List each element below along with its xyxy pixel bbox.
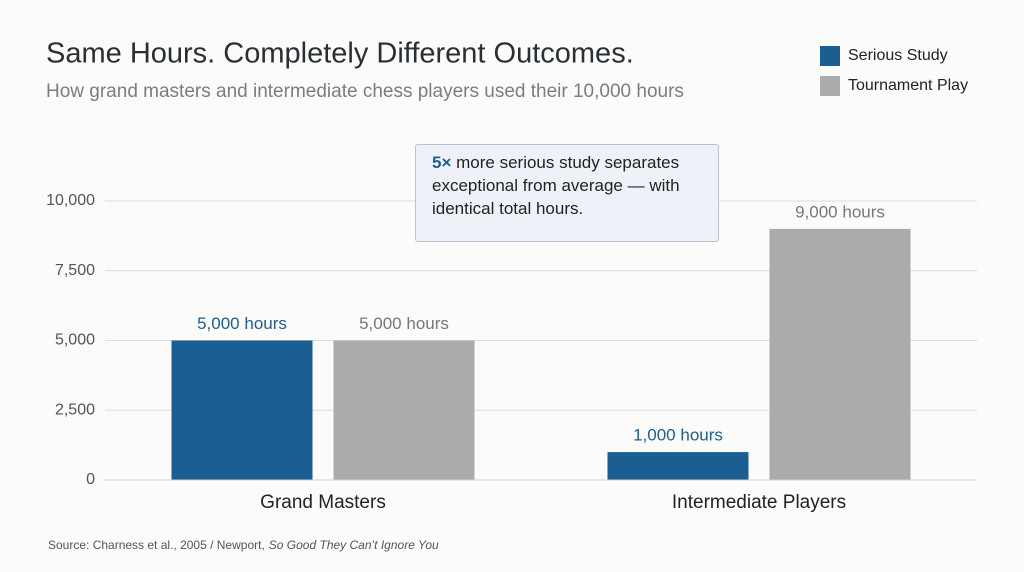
chart-subtitle: How grand masters and intermediate chess…: [46, 81, 684, 102]
legend-swatch: [820, 46, 840, 66]
value-label: 5,000 hours: [197, 314, 287, 333]
y-tick-label: 10,000: [46, 192, 95, 209]
y-tick-label: 5,000: [55, 332, 95, 349]
x-tick-label: Grand Masters: [260, 492, 386, 513]
source-title: So Good They Can’t Ignore You: [268, 538, 439, 552]
y-tick-label: 0: [86, 471, 95, 488]
y-tick-label: 7,500: [55, 262, 95, 279]
legend-label: Serious Study: [848, 47, 948, 64]
source: Source: Charness et al., 2005 / Newport,…: [48, 538, 439, 552]
x-tick-label: Intermediate Players: [672, 492, 846, 513]
value-label: 1,000 hours: [633, 426, 723, 445]
bar: [769, 228, 911, 480]
value-label: 9,000 hours: [795, 202, 885, 221]
chart-title: Same Hours. Completely Different Outcome…: [46, 38, 634, 70]
annotation: 5× more serious study separates exceptio…: [415, 144, 719, 242]
y-tick-label: 2,500: [55, 401, 95, 418]
bar: [171, 340, 313, 480]
annotation-text: more serious study separates exceptional…: [432, 153, 680, 218]
value-label: 5,000 hours: [359, 314, 449, 333]
legend-swatch: [820, 76, 840, 96]
legend-label: Tournament Play: [848, 77, 968, 94]
bar: [333, 340, 475, 480]
annotation-emphasis: 5×: [432, 153, 452, 172]
source-text: Source: Charness et al., 2005 / Newport,: [48, 538, 265, 552]
bar: [607, 452, 749, 480]
